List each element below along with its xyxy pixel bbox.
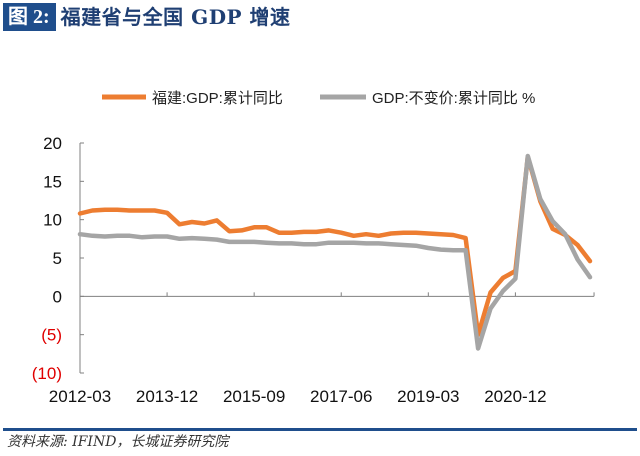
series-line-fujian (77, 154, 593, 337)
source-divider (3, 428, 637, 431)
series-lines (77, 153, 593, 351)
legend: 福建:GDP:累计同比 GDP:不变价:累计同比 % (102, 90, 535, 107)
figure-title: 福建省与全国 GDP 增速 (60, 5, 291, 29)
source-note: 资料来源: IFIND，长城证券研究院 (7, 434, 229, 450)
y-tick-label: 20 (43, 134, 62, 153)
y-tick-label: 10 (43, 211, 62, 230)
x-tick-labels: 2012-03 2013-12 2015-09 2017-06 2019-03 2020-… (49, 387, 547, 406)
y-tick-label: 15 (43, 172, 62, 191)
x-tick-label: 2012-03 (49, 387, 111, 406)
series-points-national (79, 155, 591, 349)
x-tick-label: 2017-06 (310, 387, 372, 406)
x-tick-label: 2020-12 (484, 387, 546, 406)
line-chart: 福建:GDP:累计同比 GDP:不变价:累计同比 % 20 15 10 5 0 (5) (1… (32, 90, 595, 406)
figure-header: 图 2: 福建省与全国 GDP 增速 (3, 3, 291, 31)
series-points-fujian (79, 156, 591, 335)
axes (79, 142, 595, 374)
y-tick-label: 5 (53, 249, 62, 268)
series-line-national (77, 153, 593, 351)
figure-label: 图 2: (3, 3, 56, 31)
legend-label-national: GDP:不变价:累计同比 % (372, 90, 535, 107)
y-tick-label: (10) (32, 364, 62, 383)
y-tick-labels: 20 15 10 5 0 (5) (10) (32, 134, 62, 383)
legend-label-fujian: 福建:GDP:累计同比 (152, 90, 283, 107)
y-tick-label: 0 (53, 287, 62, 306)
x-tick-label: 2015-09 (223, 387, 285, 406)
y-tick-label: (5) (41, 326, 62, 345)
x-tick-label: 2013-12 (136, 387, 198, 406)
x-tick-label: 2019-03 (397, 387, 459, 406)
